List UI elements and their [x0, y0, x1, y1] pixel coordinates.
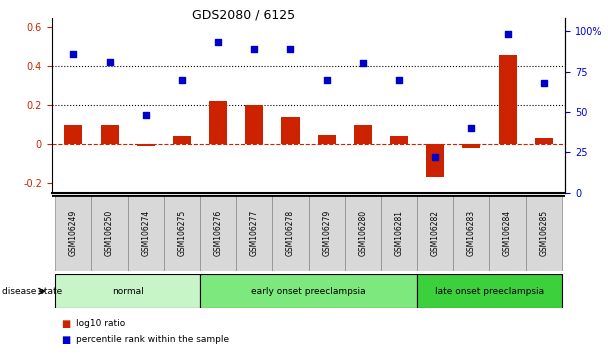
Bar: [462, 144, 480, 148]
Bar: [354, 125, 372, 144]
Bar: [200, 274, 417, 308]
Text: GSM106277: GSM106277: [250, 210, 259, 256]
Point: [213, 40, 223, 45]
Bar: [272, 195, 308, 271]
Bar: [236, 195, 272, 271]
Point: [466, 125, 476, 131]
Bar: [55, 195, 91, 271]
Bar: [317, 135, 336, 144]
Bar: [381, 195, 417, 271]
Text: GSM106279: GSM106279: [322, 210, 331, 256]
Text: GSM106249: GSM106249: [69, 210, 78, 256]
Text: GSM106281: GSM106281: [395, 210, 404, 256]
Bar: [390, 136, 408, 144]
Text: GSM106278: GSM106278: [286, 210, 295, 256]
Text: GSM106275: GSM106275: [178, 210, 187, 256]
Bar: [282, 117, 300, 144]
Bar: [308, 195, 345, 271]
Bar: [209, 101, 227, 144]
Text: GSM106285: GSM106285: [539, 210, 548, 256]
Bar: [454, 195, 489, 271]
Point: [430, 154, 440, 160]
Point: [105, 59, 114, 65]
Text: GSM106274: GSM106274: [141, 210, 150, 256]
Point: [394, 77, 404, 82]
Text: ■: ■: [61, 319, 70, 329]
Point: [322, 77, 331, 82]
Text: disease state: disease state: [2, 287, 63, 296]
Bar: [128, 195, 164, 271]
Text: normal: normal: [112, 287, 143, 296]
Bar: [489, 195, 526, 271]
Bar: [91, 195, 128, 271]
Bar: [534, 138, 553, 144]
Point: [539, 80, 548, 86]
Bar: [417, 195, 454, 271]
Bar: [55, 274, 200, 308]
Bar: [345, 195, 381, 271]
Text: GSM106250: GSM106250: [105, 210, 114, 256]
Point: [177, 77, 187, 82]
Bar: [417, 274, 562, 308]
Point: [249, 46, 259, 52]
Text: GSM106283: GSM106283: [467, 210, 476, 256]
Text: early onset preeclampsia: early onset preeclampsia: [251, 287, 366, 296]
Point: [286, 46, 295, 52]
Text: GSM106276: GSM106276: [213, 210, 223, 256]
Bar: [137, 144, 155, 146]
Point: [141, 113, 151, 118]
Text: ■: ■: [61, 335, 70, 345]
Text: GDS2080 / 6125: GDS2080 / 6125: [192, 9, 295, 22]
Text: log10 ratio: log10 ratio: [76, 319, 125, 329]
Text: GSM106284: GSM106284: [503, 210, 512, 256]
Bar: [200, 195, 236, 271]
Bar: [173, 136, 191, 144]
Bar: [164, 195, 200, 271]
Point: [69, 51, 78, 57]
Bar: [245, 105, 263, 144]
Bar: [499, 55, 517, 144]
Text: GSM106282: GSM106282: [430, 210, 440, 256]
Point: [358, 61, 368, 66]
Point: [503, 32, 513, 37]
Bar: [100, 125, 119, 144]
Text: late onset preeclampsia: late onset preeclampsia: [435, 287, 544, 296]
Text: GSM106280: GSM106280: [358, 210, 367, 256]
Bar: [64, 125, 83, 144]
Text: percentile rank within the sample: percentile rank within the sample: [76, 335, 229, 344]
Bar: [426, 144, 444, 177]
Bar: [526, 195, 562, 271]
